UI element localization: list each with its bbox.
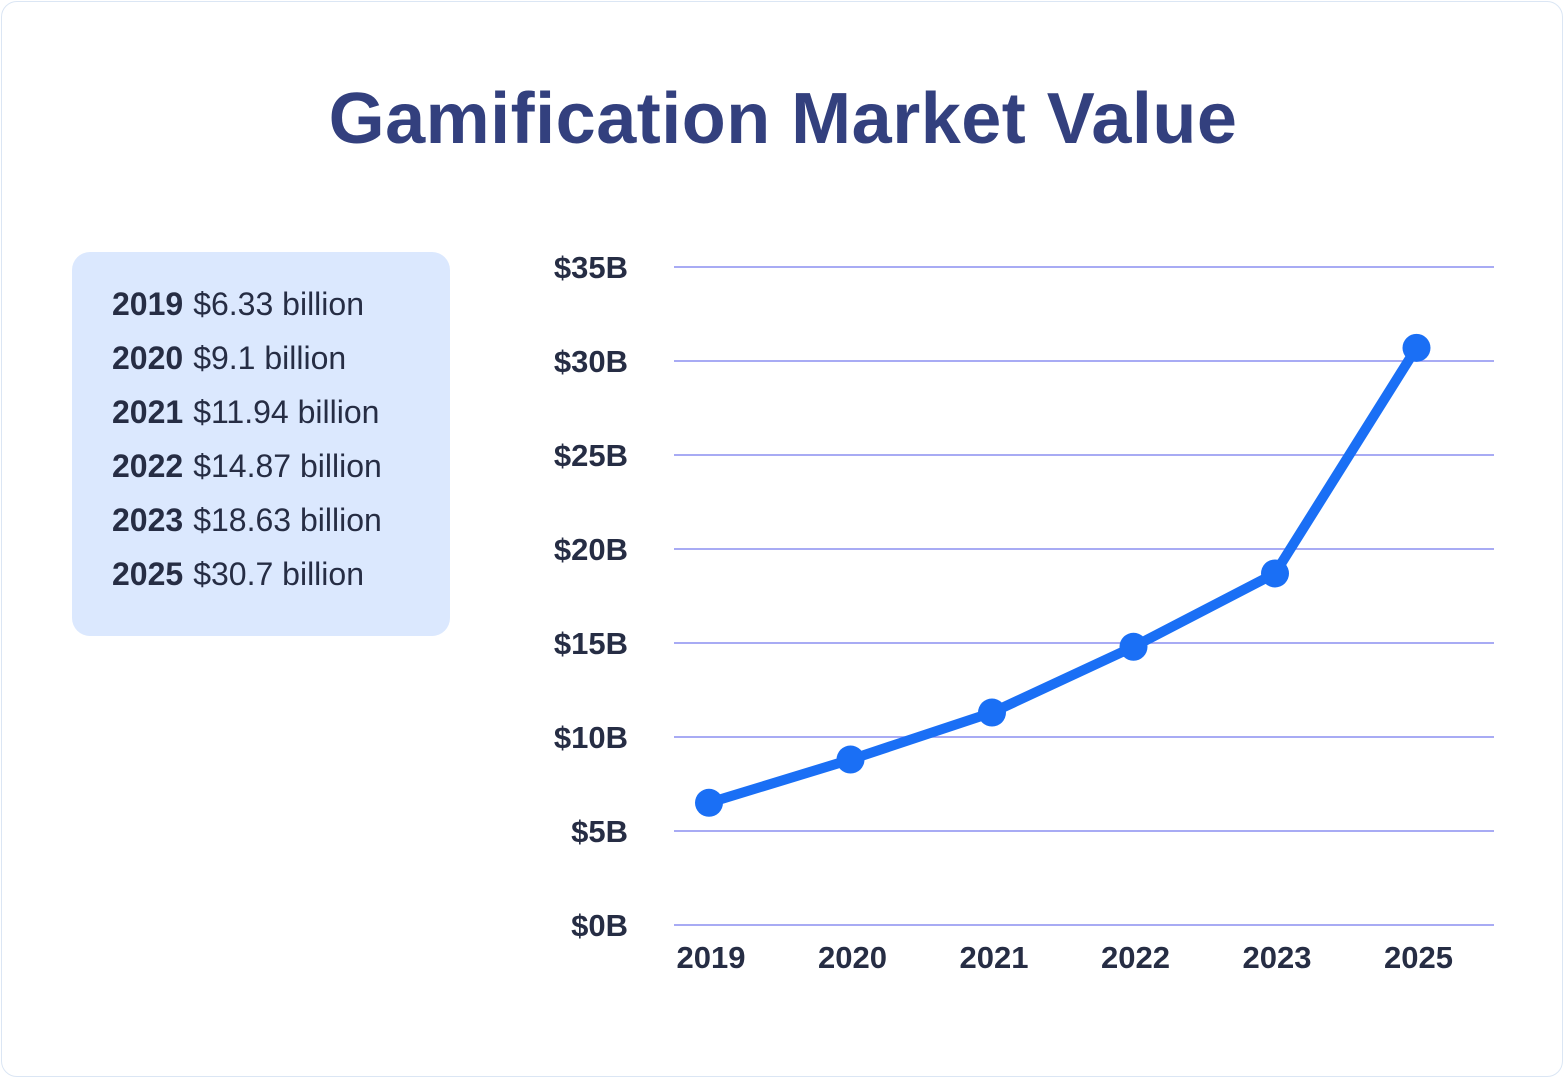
x-tick-label: 2019 [677, 940, 746, 975]
legend-row: 2020 $9.1 billion [112, 340, 382, 394]
y-tick-label: $20B [554, 532, 628, 567]
legend-value: $18.63 billion [193, 502, 382, 538]
legend-value: $14.87 billion [193, 448, 382, 484]
legend-value: $30.7 billion [193, 556, 364, 592]
legend-row: 2023 $18.63 billion [112, 502, 382, 556]
data-point [978, 698, 1006, 727]
legend-value: $6.33 billion [193, 286, 364, 322]
chart-title: Gamification Market Value [328, 79, 1238, 159]
values-legend-list: 2019 $6.33 billion 2020 $9.1 billion 2021 $… [112, 286, 382, 610]
legend-row: 2019 $6.33 billion [112, 286, 382, 340]
legend-year: 2021 [112, 394, 184, 430]
legend-row: 2021 $11.94 billion [112, 394, 382, 448]
data-point [1119, 632, 1148, 661]
y-tick-label: $5B [571, 814, 628, 849]
x-tick-label: 2020 [818, 940, 887, 975]
data-point [1402, 333, 1431, 362]
legend-year: 2023 [112, 502, 184, 538]
y-tick-label: $30B [554, 344, 628, 379]
y-tick-label: $35B [554, 250, 628, 285]
data-point [1261, 559, 1289, 588]
data-point [695, 788, 723, 817]
x-tick-label: 2023 [1243, 940, 1312, 975]
legend-year: 2020 [112, 340, 184, 376]
x-tick-label: 2021 [960, 940, 1029, 975]
legend-year: 2025 [112, 556, 184, 592]
legend-value: $11.94 billion [193, 394, 380, 430]
data-point [836, 745, 865, 774]
series-line [704, 342, 1422, 808]
values-legend-box: 2019 $6.33 billion 2020 $9.1 billion 2021 $… [72, 252, 450, 636]
x-tick-label: 2025 [1384, 940, 1453, 975]
legend-year: 2022 [112, 448, 184, 484]
legend-value: $9.1 billion [193, 340, 347, 376]
legend-row: 2025 $30.7 billion [112, 556, 382, 610]
x-tick-label: 2022 [1101, 940, 1170, 975]
y-tick-label: $25B [554, 438, 628, 473]
y-tick-label: $15B [554, 626, 628, 661]
y-tick-label: $0B [571, 908, 628, 943]
legend-year: 2019 [112, 286, 184, 322]
y-tick-label: $10B [554, 720, 628, 755]
legend-row: 2022 $14.87 billion [112, 448, 382, 502]
